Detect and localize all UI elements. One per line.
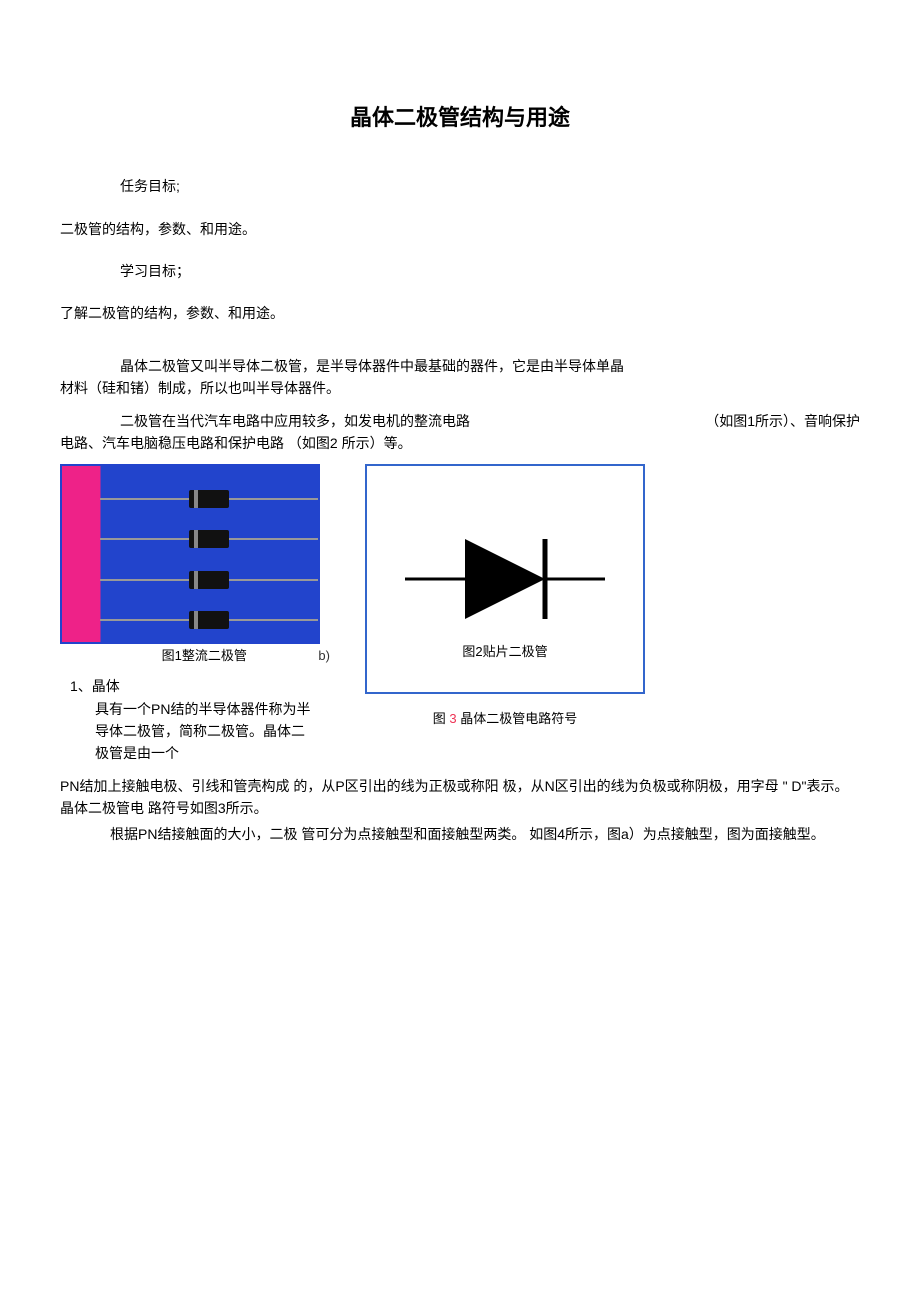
intro-paragraph-2: 二极管在当代汽车电路中应用较多，如发电机的整流电路 （如图1所示）、音响保护 电… <box>60 410 860 455</box>
intro-paragraph-1: 晶体二极管又叫半导体二极管，是半导体器件中最基础的器件，它是由半导体单晶 材料（… <box>60 355 860 400</box>
intro-2c: 电路、汽车电脑稳压电路和保护电路 （如图2 所示）等。 <box>60 435 412 451</box>
diode-wire <box>100 498 189 500</box>
intro-2b: （如图1所示）、音响保护 <box>705 410 860 432</box>
figure-1-caption-row: 图1整流二极管 b) <box>60 646 330 667</box>
figure-2-caption: 图2贴片二极管 <box>462 642 547 663</box>
diode-row <box>100 574 318 586</box>
symbol-triangle <box>465 539 545 619</box>
task-label: 任务目标; <box>120 175 860 197</box>
item-1-line-3: 极管是由一个 <box>95 742 330 764</box>
study-text: 了解二极管的结构，参数、和用途。 <box>60 302 860 324</box>
diode-body <box>189 490 229 508</box>
task-text: 二极管的结构，参数、和用途。 <box>60 218 860 240</box>
diode-wire <box>229 579 318 581</box>
intro-1a: 晶体二极管又叫半导体二极管，是半导体器件中最基础的器件，它是由半导体单晶 <box>60 355 860 377</box>
intro-2-row: 二极管在当代汽车电路中应用较多，如发电机的整流电路 （如图1所示）、音响保护 <box>60 410 860 432</box>
intro-1b: 材料（硅和锗）制成，所以也叫半导体器件。 <box>60 377 860 399</box>
intro-2a: 二极管在当代汽车电路中应用较多，如发电机的整流电路 <box>60 410 470 432</box>
fig3-num: 3 <box>449 711 456 726</box>
figure-2-3-column: 图2贴片二极管 图 3 晶体二极管电路符号 <box>365 464 645 730</box>
final-para-2: 根据PN结接触面的大小，二极 管可分为点接触型和面接触型两类。 如图4所示，图a… <box>60 823 860 845</box>
item-1-line-2: 导体二极管，简称二极管。晶体二 <box>95 720 330 742</box>
diode-body <box>189 571 229 589</box>
item-1-line-1: 具有一个PN结的半导体器件称为半 <box>95 698 330 720</box>
diode-row <box>100 533 318 545</box>
diode-wire <box>229 538 318 540</box>
b-label: b) <box>318 646 330 667</box>
diode-wire <box>100 579 189 581</box>
diode-body <box>189 530 229 548</box>
diode-row <box>100 614 318 626</box>
diode-wire <box>100 538 189 540</box>
figure-1-image <box>60 464 320 644</box>
final-paragraphs: PN结加上接触电极、引线和管壳构成 的，从P区引出的线为正极或称阳 极，从N区引… <box>60 775 860 846</box>
final-para-1: PN结加上接触电极、引线和管壳构成 的，从P区引出的线为正极或称阳 极，从N区引… <box>60 775 860 820</box>
diode-wire <box>229 498 318 500</box>
diode-body <box>189 611 229 629</box>
figure-symbol-box: 图2贴片二极管 <box>365 464 645 694</box>
study-label: 学习目标； <box>120 260 860 282</box>
diode-row <box>100 493 318 505</box>
figure-3-caption: 图 3 晶体二极管电路符号 <box>365 709 645 730</box>
diode-wire <box>100 619 189 621</box>
diode-symbol-svg <box>395 519 615 639</box>
page-title: 晶体二极管结构与用途 <box>60 100 860 135</box>
figure-1-column: 图1整流二极管 b) 1、晶体 具有一个PN结的半导体器件称为半 导体二极管，简… <box>60 464 330 764</box>
fig3-suffix: 晶体二极管电路符号 <box>457 711 578 726</box>
item-1-heading: 1、晶体 <box>70 675 330 697</box>
figures-row: 图1整流二极管 b) 1、晶体 具有一个PN结的半导体器件称为半 导体二极管，简… <box>60 464 860 764</box>
diode-wire <box>229 619 318 621</box>
figure-1-caption: 图1整流二极管 <box>162 646 247 667</box>
fig3-prefix: 图 <box>433 711 450 726</box>
